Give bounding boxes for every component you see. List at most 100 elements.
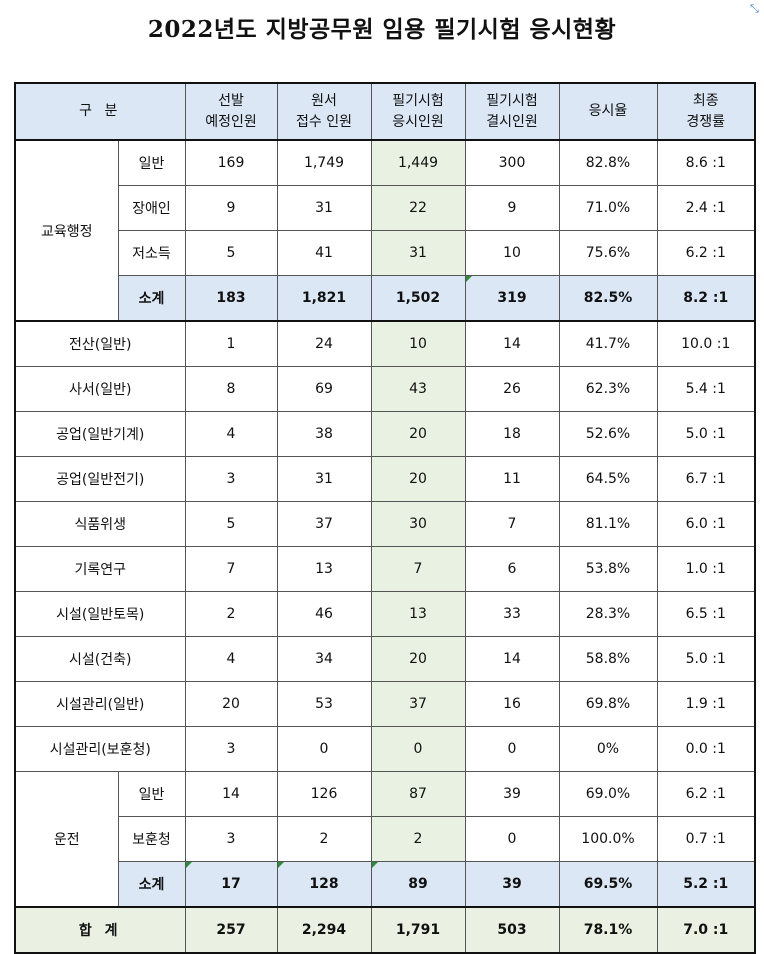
- table-row: 운전 일반 14 126 87 39 69.0% 6.2 :1: [14, 771, 756, 908]
- cell-absent: 16: [464, 681, 560, 727]
- cell-absent: 0: [464, 726, 560, 772]
- table-row: 저소득 5 41 31 10 75.6% 6.2 :1: [15, 230, 756, 276]
- cell-attend: 30: [370, 501, 466, 547]
- cell-attend: 7: [370, 546, 466, 592]
- cell-attend: 20: [370, 456, 466, 502]
- cell-applications: 41: [276, 230, 372, 276]
- row-label: 시설(일반토목): [14, 591, 186, 637]
- cell-attend: 31: [370, 230, 466, 276]
- total-label: 합 계: [14, 906, 186, 954]
- exam-status-table: 구 분 선발 예정인원 원서 접수 인원 필기시험 응시인원 필기시험 결시인원…: [14, 82, 756, 954]
- table-row: 기록연구 7 13 7 6 53.8% 1.0 :1: [14, 546, 756, 592]
- cell-competition: 10.0 :1: [656, 320, 756, 367]
- cell-selection: 3: [184, 816, 278, 862]
- group-label-edu: 교육행정: [14, 139, 119, 322]
- table-row: 시설관리(보훈청) 3 0 0 0 0% 0.0 :1: [14, 726, 756, 772]
- cell-absent: 319: [464, 275, 560, 322]
- cell-applications: 34: [276, 636, 372, 682]
- row-label: 시설관리(일반): [14, 681, 186, 727]
- cell-rate: 58.8%: [558, 636, 658, 682]
- cell-selection: 1: [184, 320, 278, 367]
- header-competition: 최종 경쟁률: [656, 82, 756, 141]
- cell-attend: 22: [370, 185, 466, 231]
- cell-absent: 39: [464, 771, 560, 817]
- cell-attend: 20: [370, 636, 466, 682]
- cell-attend: 1,449: [370, 139, 466, 186]
- cell-rate: 71.0%: [558, 185, 658, 231]
- cell-applications: 53: [276, 681, 372, 727]
- cell-attend: 10: [370, 320, 466, 367]
- cell-competition: 0.0 :1: [656, 726, 756, 772]
- cell-rate: 62.3%: [558, 366, 658, 412]
- cell-competition: 5.2 :1: [656, 861, 756, 908]
- cell-attend: 0: [370, 726, 466, 772]
- cell-competition: 1.9 :1: [656, 681, 756, 727]
- cell-applications: 37: [276, 501, 372, 547]
- cell-rate: 82.5%: [558, 275, 658, 322]
- sub-label: 장애인: [117, 185, 186, 231]
- cell-selection: 3: [184, 726, 278, 772]
- row-label: 공업(일반전기): [14, 456, 186, 502]
- cell-competition: 6.5 :1: [656, 591, 756, 637]
- table-row: 전산(일반) 1 24 10 14 41.7% 10.0 :1: [14, 320, 756, 367]
- cell-applications: 128: [276, 861, 372, 908]
- cell-applications: 31: [276, 456, 372, 502]
- table-row: 보훈청 3 2 2 0 100.0% 0.7 :1: [15, 816, 756, 862]
- cell-absent: 14: [464, 320, 560, 367]
- sub-label: 소계: [117, 861, 186, 908]
- cell-competition: 2.4 :1: [656, 185, 756, 231]
- cell-absent: 39: [464, 861, 560, 908]
- cell-applications: 69: [276, 366, 372, 412]
- cell-selection: 2: [184, 591, 278, 637]
- cell-rate: 100.0%: [558, 816, 658, 862]
- cell-competition: 6.2 :1: [656, 230, 756, 276]
- cell-competition: 6.2 :1: [656, 771, 756, 817]
- cell-selection: 169: [184, 139, 278, 186]
- cell-applications: 1,749: [276, 139, 372, 186]
- cell-rate: 69.8%: [558, 681, 658, 727]
- cell-absent: 26: [464, 366, 560, 412]
- cell-absent: 33: [464, 591, 560, 637]
- cell-absent: 10: [464, 230, 560, 276]
- cell-rate: 53.8%: [558, 546, 658, 592]
- row-label: 시설관리(보훈청): [14, 726, 186, 772]
- page-title: 2022년도 지방공무원 임용 필기시험 응시현황: [147, 16, 617, 43]
- table-row: 시설(건축) 4 34 20 14 58.8% 5.0 :1: [14, 636, 756, 682]
- sub-label: 저소득: [117, 230, 186, 276]
- cell-rate: 52.6%: [558, 411, 658, 457]
- table-row: 시설관리(일반) 20 53 37 16 69.8% 1.9 :1: [14, 681, 756, 727]
- cell-attend: 87: [370, 771, 466, 817]
- cell-applications: 126: [276, 771, 372, 817]
- cell-applications: 2: [276, 816, 372, 862]
- cell-selection: 20: [184, 681, 278, 727]
- cell-applications: 31: [276, 185, 372, 231]
- cell-absent: 14: [464, 636, 560, 682]
- cell-applications: 46: [276, 591, 372, 637]
- row-label: 시설(건축): [14, 636, 186, 682]
- cell-applications: 1,821: [276, 275, 372, 322]
- cell-competition: 6.7 :1: [656, 456, 756, 502]
- cell-rate: 82.8%: [558, 139, 658, 186]
- cell-competition: 8.2 :1: [656, 275, 756, 322]
- resize-handle-icon[interactable]: ⤡: [750, 2, 759, 15]
- cell-attend: 89: [370, 861, 466, 908]
- cell-absent: 300: [464, 139, 560, 186]
- cell-absent: 6: [464, 546, 560, 592]
- sub-label: 일반: [117, 139, 186, 186]
- sub-label: 일반: [117, 771, 186, 817]
- cell-selection: 4: [184, 636, 278, 682]
- cell-selection: 14: [184, 771, 278, 817]
- header-applications: 원서 접수 인원: [276, 82, 372, 141]
- cell-competition: 8.6 :1: [656, 139, 756, 186]
- table-row: 교육행정 일반 169 1,749 1,449 300 82.8% 8.6 :1: [14, 139, 756, 322]
- cell-attend: 1,502: [370, 275, 466, 322]
- cell-absent: 503: [464, 906, 560, 954]
- cell-competition: 7.0 :1: [656, 906, 756, 954]
- cell-attend: 13: [370, 591, 466, 637]
- cell-attend: 37: [370, 681, 466, 727]
- table-row: 사서(일반) 8 69 43 26 62.3% 5.4 :1: [14, 366, 756, 412]
- table-row: 장애인 9 31 22 9 71.0% 2.4 :1: [15, 185, 756, 231]
- cell-competition: 5.0 :1: [656, 636, 756, 682]
- cell-rate: 78.1%: [558, 906, 658, 954]
- cell-absent: 18: [464, 411, 560, 457]
